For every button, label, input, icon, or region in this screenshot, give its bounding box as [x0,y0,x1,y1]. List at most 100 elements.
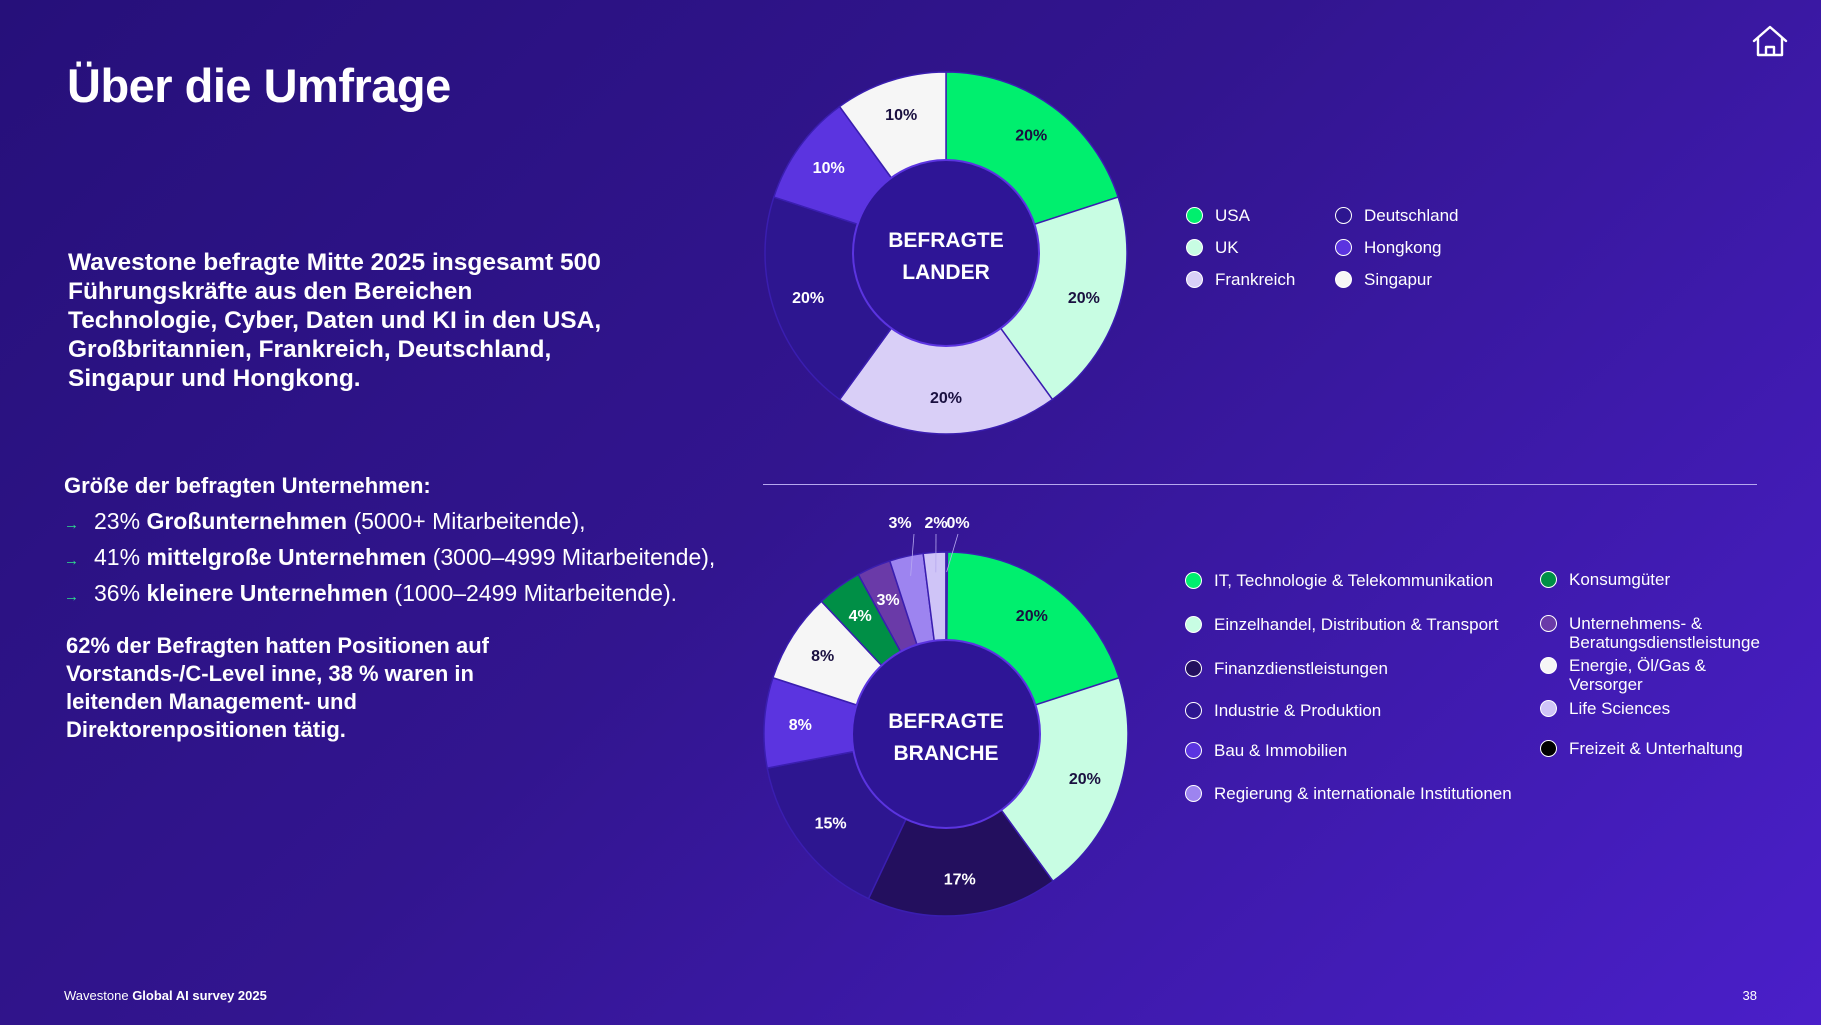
chart-title: BRANCHE [894,742,999,765]
legend-swatch [1186,271,1203,288]
chart-title: BEFRAGTE [888,710,1004,733]
arrow-right-icon: → [64,516,79,533]
donut-hole [852,159,1040,347]
legend-swatch [1540,740,1557,757]
legend-swatch [1185,660,1202,677]
footer: Wavestone Global AI survey 2025 [64,988,267,1003]
arrow-right-icon: → [64,552,79,569]
legend-swatch [1186,239,1203,256]
legend-label: Frankreich [1215,270,1296,289]
size-label: mittelgroße Unternehmen [146,544,427,570]
legend-swatch [1185,572,1202,589]
donut-hole [851,639,1041,829]
page-number: 38 [1742,988,1757,1003]
pie-slice [945,551,949,735]
legend-swatch [1540,615,1557,632]
company-size-item: → 23% Großunternehmen (5000+ Mitarbeitend… [64,508,586,535]
data-label: 15% [815,815,847,832]
page-title: Über die Umfrage [67,59,451,112]
legend-label: Finanzdienstleistungen [1214,659,1388,678]
footer-survey: Global AI survey 2025 [132,988,267,1003]
legend-label: Freizeit & Unterhaltung [1569,739,1743,758]
size-range: (3000–4999 Mitarbeitende), [432,544,716,570]
pct: 41% [94,544,141,570]
home-icon[interactable] [1750,22,1790,62]
pct: 23% [94,508,141,534]
legend-label: Industrie & Produktion [1214,701,1382,720]
company-size-item: → 36% kleinere Unternehmen (1000–2499 Mit… [64,580,677,607]
legend-label: USA [1215,206,1250,225]
data-label: 20% [792,290,824,307]
legend-item: Einzelhandel, Distribution & Transport [1185,615,1515,634]
legend-item: Unternehmens- & Beratungsdienstleistunge [1540,614,1780,652]
legend-swatch [1540,700,1557,717]
legend-label: Konsumgüter [1569,570,1671,589]
legend-swatch [1186,207,1203,224]
size-range: (5000+ Mitarbeitende), [353,508,586,534]
legend-swatch [1540,571,1557,588]
legend-label: Hongkong [1364,238,1442,257]
legend-swatch [1185,702,1202,719]
legend-label: Deutschland [1364,206,1459,225]
data-label: 3% [888,515,911,532]
intro-text: Wavestone befragte Mitte 2025 insgesamt … [68,249,602,392]
data-label: 20% [930,390,962,407]
data-label: 3% [876,592,899,609]
legend-item: Frankreich [1186,270,1516,289]
arrow-right-icon: → [64,588,79,605]
size-label: Großunternehmen [146,508,348,534]
legend-item: USA [1186,206,1516,225]
legend-label: Einzelhandel, Distribution & Transport [1214,615,1499,634]
section-divider [763,484,1757,485]
legend-item: Hongkong [1335,238,1665,257]
data-label: 10% [885,107,917,124]
legend-item: Industrie & Produktion [1185,701,1515,720]
legend-item: Regierung & internationale Institutionen [1185,784,1515,803]
size-label: kleinere Unternehmen [146,580,389,606]
legend-item: Konsumgüter [1540,570,1780,589]
footer-brand: Wavestone [64,988,129,1003]
legend-item: Bau & Immobilien [1185,741,1515,760]
chart-title: LANDER [902,261,990,284]
data-label: 20% [1015,128,1047,145]
data-label: 8% [789,717,812,734]
legend-item: Finanzdienstleistungen [1185,659,1515,678]
legend-item: Singapur [1335,270,1665,289]
pct: 36% [94,580,141,606]
chart-title: BEFRAGTE [888,229,1004,252]
data-label: 17% [944,871,976,888]
legend-item: Energie, Öl/Gas & Versorger [1540,656,1780,694]
size-range: (1000–2499 Mitarbeitende). [394,580,678,606]
legend-swatch [1335,271,1352,288]
legend-label: UK [1215,238,1239,257]
legend-swatch [1185,742,1202,759]
leader-line [910,533,915,576]
positions-text: 62% der Befragten hatten Positionen auf … [66,633,489,742]
legend-swatch [1540,657,1557,674]
legend-label: Energie, Öl/Gas & Versorger [1569,656,1707,694]
company-size-heading: Größe der befragten Unternehmen: [64,473,431,498]
legend-label: Singapur [1364,270,1433,289]
legend-item: Deutschland [1335,206,1665,225]
legend-swatch [1335,239,1352,256]
legend-swatch [1185,785,1202,802]
legend-item: Freizeit & Unterhaltung [1540,739,1780,758]
data-label: 20% [1016,608,1048,625]
data-label: 2% [924,515,947,532]
legend-label: IT, Technologie & Telekommunikation [1214,571,1494,590]
data-label: 0% [946,515,969,532]
legend-item: IT, Technologie & Telekommunikation [1185,571,1515,590]
data-label: 4% [849,608,872,625]
legend-label: Regierung & internationale Institutionen [1214,784,1512,803]
legend-label: Unternehmens- & Beratungsdienstleistunge [1569,614,1760,652]
data-label: 20% [1068,290,1100,307]
legend-label: Life Sciences [1569,699,1671,718]
legend-item: UK [1186,238,1516,257]
data-label: 20% [1069,771,1101,788]
legend-swatch [1335,207,1352,224]
company-size-item: → 41% mittelgroße Unternehmen (3000–4999 … [64,544,715,571]
data-label: 10% [813,160,845,177]
legend-item: Life Sciences [1540,699,1780,718]
leader-line [946,533,959,573]
